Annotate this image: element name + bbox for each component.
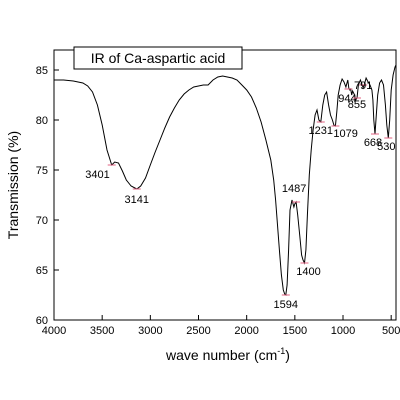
legend-box: IR of Ca-aspartic acid (73, 46, 243, 70)
x-tick-label: 4000 (42, 325, 66, 337)
peak-label: 855 (348, 99, 366, 111)
peak-label: 1231 (309, 125, 333, 137)
peak-label: 1487 (282, 183, 306, 195)
x-tick-label: 2500 (186, 325, 210, 337)
x-tick-label: 500 (382, 325, 400, 337)
x-axis-title-main: wave number (cm (165, 347, 277, 363)
x-axis: 4000 3500 3000 2500 2000 1500 1000 500 (42, 315, 400, 337)
x-axis-title: wave number (cm-1) (165, 346, 290, 363)
peak-label: 668 (364, 137, 382, 149)
plot-frame (53, 49, 397, 321)
y-tick-label: 80 (36, 115, 48, 127)
peak-label: 1400 (296, 266, 320, 278)
peak-label: 1079 (333, 128, 357, 140)
legend-frame (73, 46, 243, 70)
x-tick-label: 2000 (234, 325, 258, 337)
x-tick-label: 1500 (283, 325, 307, 337)
x-axis-title-close: ) (285, 347, 290, 363)
peak-label: 3141 (125, 194, 149, 206)
peak-label: 3401 (85, 169, 109, 181)
peak-label: 791 (354, 80, 372, 92)
x-tick-label: 1000 (331, 325, 355, 337)
y-axis: 60 65 70 75 80 85 (36, 65, 59, 327)
y-axis-title: Transmission (%) (5, 131, 21, 239)
y-tick-label: 70 (36, 215, 48, 227)
x-tick-label: 3500 (90, 325, 114, 337)
peak-label: 1594 (274, 299, 298, 311)
y-tick-label: 75 (36, 165, 48, 177)
y-tick-label: 65 (36, 265, 48, 277)
y-tick-label: 60 (36, 315, 48, 327)
y-tick-label: 85 (36, 65, 48, 77)
peak-label: 530 (377, 141, 395, 153)
chart-title: IR of Ca-aspartic acid (91, 50, 226, 66)
peak-label: 944 (338, 93, 356, 105)
x-tick-label: 3000 (138, 325, 162, 337)
x-axis-title-sup: -1 (277, 346, 285, 356)
